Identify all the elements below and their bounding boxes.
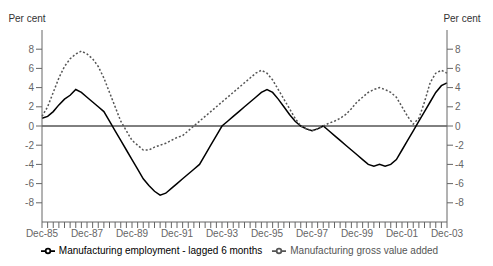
svg-text:-8: -8 — [25, 197, 34, 208]
svg-text:4: 4 — [455, 82, 461, 93]
svg-text:8: 8 — [28, 44, 34, 55]
svg-text:-6: -6 — [455, 178, 464, 189]
svg-text:2: 2 — [455, 101, 461, 112]
svg-text:Dec-91: Dec-91 — [161, 228, 194, 239]
svg-text:Dec-01: Dec-01 — [386, 228, 419, 239]
svg-text:Per cent: Per cent — [8, 13, 45, 24]
svg-text:Dec-93: Dec-93 — [206, 228, 239, 239]
svg-text:-4: -4 — [25, 159, 34, 170]
svg-text:-2: -2 — [25, 140, 34, 151]
svg-text:-8: -8 — [455, 197, 464, 208]
svg-text:Dec-03: Dec-03 — [431, 228, 464, 239]
svg-text:0: 0 — [455, 121, 461, 132]
svg-text:Dec-95: Dec-95 — [251, 228, 284, 239]
svg-text:6: 6 — [455, 63, 461, 74]
svg-text:Dec-85: Dec-85 — [26, 228, 59, 239]
svg-text:Dec-87: Dec-87 — [71, 228, 104, 239]
svg-text:-6: -6 — [25, 178, 34, 189]
svg-text:Dec-99: Dec-99 — [341, 228, 374, 239]
svg-text:4: 4 — [28, 82, 34, 93]
svg-text:0: 0 — [28, 121, 34, 132]
svg-text:-4: -4 — [455, 159, 464, 170]
html-text:Manufacturing employment - lag: Manufacturing employment - lagged 6 mont… — [58, 244, 263, 256]
svg-text:-2: -2 — [455, 140, 464, 151]
svg-text:2: 2 — [28, 101, 34, 112]
svg-text:Per cent: Per cent — [443, 13, 480, 24]
html-text:Manufacturing gross value adde: Manufacturing gross value added — [290, 244, 439, 256]
svg-text:Dec-97: Dec-97 — [296, 228, 329, 239]
svg-text:Dec-89: Dec-89 — [116, 228, 149, 239]
svg-text:6: 6 — [28, 63, 34, 74]
svg-text:8: 8 — [455, 44, 461, 55]
